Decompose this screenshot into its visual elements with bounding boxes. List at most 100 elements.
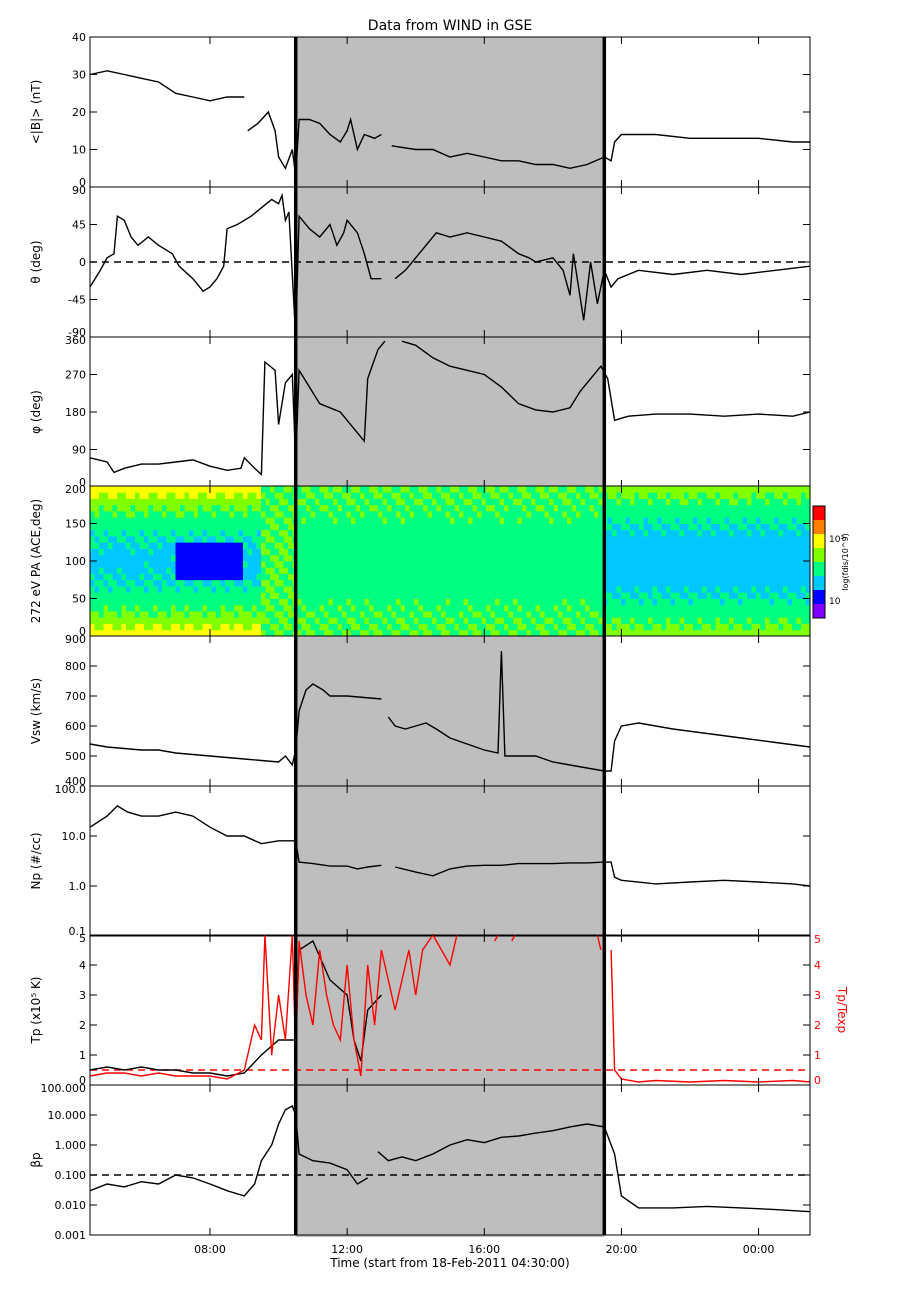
pa-cell [625, 586, 631, 593]
pa-cell [315, 604, 320, 612]
pa-cell [513, 523, 518, 531]
pa-cell [477, 554, 482, 562]
pa-cell [738, 611, 743, 618]
pa-cell [108, 617, 113, 624]
pa-cell [450, 529, 455, 537]
pa-cell [400, 567, 406, 574]
pa-cell [679, 511, 685, 518]
pa-cell [414, 598, 419, 606]
pa-cell [328, 517, 334, 524]
pa-cell [544, 492, 550, 499]
pa-cell [274, 573, 280, 581]
pa-cell [252, 536, 257, 543]
pa-cell [126, 623, 131, 631]
pa-cell [337, 554, 343, 562]
pa-cell [706, 523, 712, 531]
pa-cell [468, 517, 473, 524]
pa-cell [306, 573, 311, 581]
pa-cell [490, 573, 496, 581]
pa-cell [729, 486, 734, 493]
pa-cell [598, 517, 604, 524]
pa-cell [616, 579, 622, 587]
pa-cell [283, 629, 289, 637]
pa-cell [355, 629, 361, 637]
pa-cell [175, 536, 181, 543]
pa-cell [801, 511, 806, 518]
pa-cell [621, 623, 626, 631]
pa-cell [616, 517, 622, 524]
pa-cell [643, 586, 649, 593]
pa-cell [238, 511, 244, 518]
pa-cell [99, 542, 104, 549]
pa-cell [571, 573, 577, 581]
pa-cell [634, 623, 640, 631]
pa-cell [90, 492, 95, 499]
pa-cell [454, 567, 460, 574]
pa-cell [679, 567, 685, 574]
pa-cell [99, 567, 104, 574]
pa-cell [328, 586, 334, 593]
pa-cell [711, 579, 716, 587]
pa-cell [216, 548, 221, 556]
pa-cell [414, 548, 419, 556]
pa-cell [171, 517, 176, 524]
pa-cell [580, 592, 586, 599]
pa-cell [598, 586, 604, 593]
pa-cell [724, 529, 730, 537]
pa-cell [571, 529, 577, 537]
pa-cell [324, 554, 329, 562]
pa-cell [90, 504, 95, 512]
pa-cell [445, 486, 451, 493]
pa-cell [315, 498, 320, 506]
pa-cell [238, 517, 244, 524]
pa-cell [553, 536, 559, 543]
pa-cell [189, 529, 194, 537]
pa-cell [234, 598, 239, 606]
pa-cell [382, 542, 388, 549]
pa-cell [306, 486, 311, 493]
pa-cell [391, 567, 397, 574]
pa-cell [94, 542, 100, 549]
shaded-interval [295, 37, 605, 1237]
pa-cell [801, 598, 806, 606]
pa-cell [801, 529, 806, 537]
pa-cell [450, 623, 455, 631]
pa-cell [652, 579, 658, 587]
pa-cell [112, 592, 118, 599]
pa-cell [265, 548, 271, 556]
pa-cell [333, 504, 338, 512]
pa-cell [229, 504, 235, 512]
pa-cell [355, 611, 361, 618]
pa-cell [288, 586, 293, 593]
pa-cell [279, 492, 284, 499]
pa-cell [639, 561, 644, 568]
pa-cell [432, 498, 437, 506]
pa-cell [369, 554, 374, 562]
pa-cell [652, 542, 658, 549]
pa-cell [297, 617, 302, 624]
pa-cell [571, 567, 577, 574]
pa-cell [774, 548, 779, 556]
pa-cell [261, 554, 266, 562]
pa-cell [756, 598, 761, 606]
series-line [89, 192, 382, 338]
pa-cell [481, 604, 487, 612]
pa-cell [612, 586, 617, 593]
pa-cell [103, 611, 109, 618]
pa-cell [175, 511, 181, 518]
y2-axis-label: Tp/Texp [835, 986, 849, 1033]
pa-cell [801, 486, 806, 493]
pa-cell [805, 623, 811, 631]
pa-cell [445, 498, 451, 506]
pa-cell [778, 604, 784, 612]
pa-cell [702, 611, 707, 618]
pa-cell [166, 629, 172, 637]
pa-cell [657, 523, 662, 531]
pa-cell [504, 536, 509, 543]
pa-cell [571, 542, 577, 549]
pa-cell [535, 498, 541, 506]
pa-cell [157, 604, 163, 612]
pa-cell [706, 573, 712, 581]
pa-cell [279, 629, 284, 637]
